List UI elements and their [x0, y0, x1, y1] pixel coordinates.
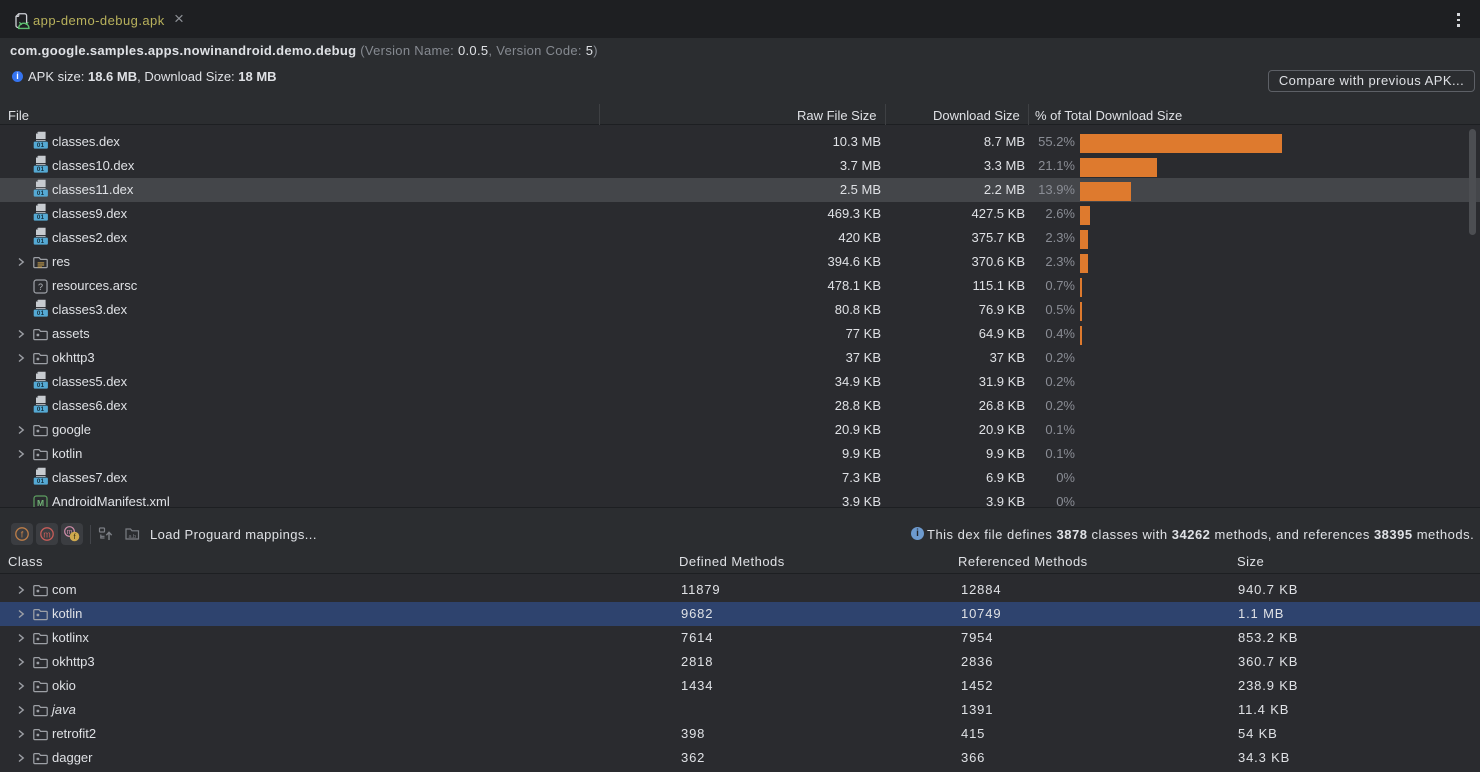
svg-text:01: 01	[37, 382, 45, 389]
svg-text:f: f	[73, 532, 76, 541]
svg-text:01: 01	[37, 478, 45, 485]
svg-text:M: M	[37, 498, 44, 508]
svg-text:01: 01	[37, 310, 45, 317]
svg-text:01: 01	[37, 238, 45, 245]
svg-text:01: 01	[37, 142, 45, 149]
svg-text:m: m	[43, 529, 51, 539]
svg-text:?: ?	[38, 282, 43, 292]
svg-text:01: 01	[37, 406, 45, 413]
svg-text:01: 01	[37, 166, 45, 173]
svg-text:f: f	[21, 529, 24, 539]
svg-text:01: 01	[37, 190, 45, 197]
svg-text:a.b: a.b	[128, 534, 136, 540]
svg-text:01: 01	[37, 214, 45, 221]
svg-text:m: m	[67, 529, 73, 536]
